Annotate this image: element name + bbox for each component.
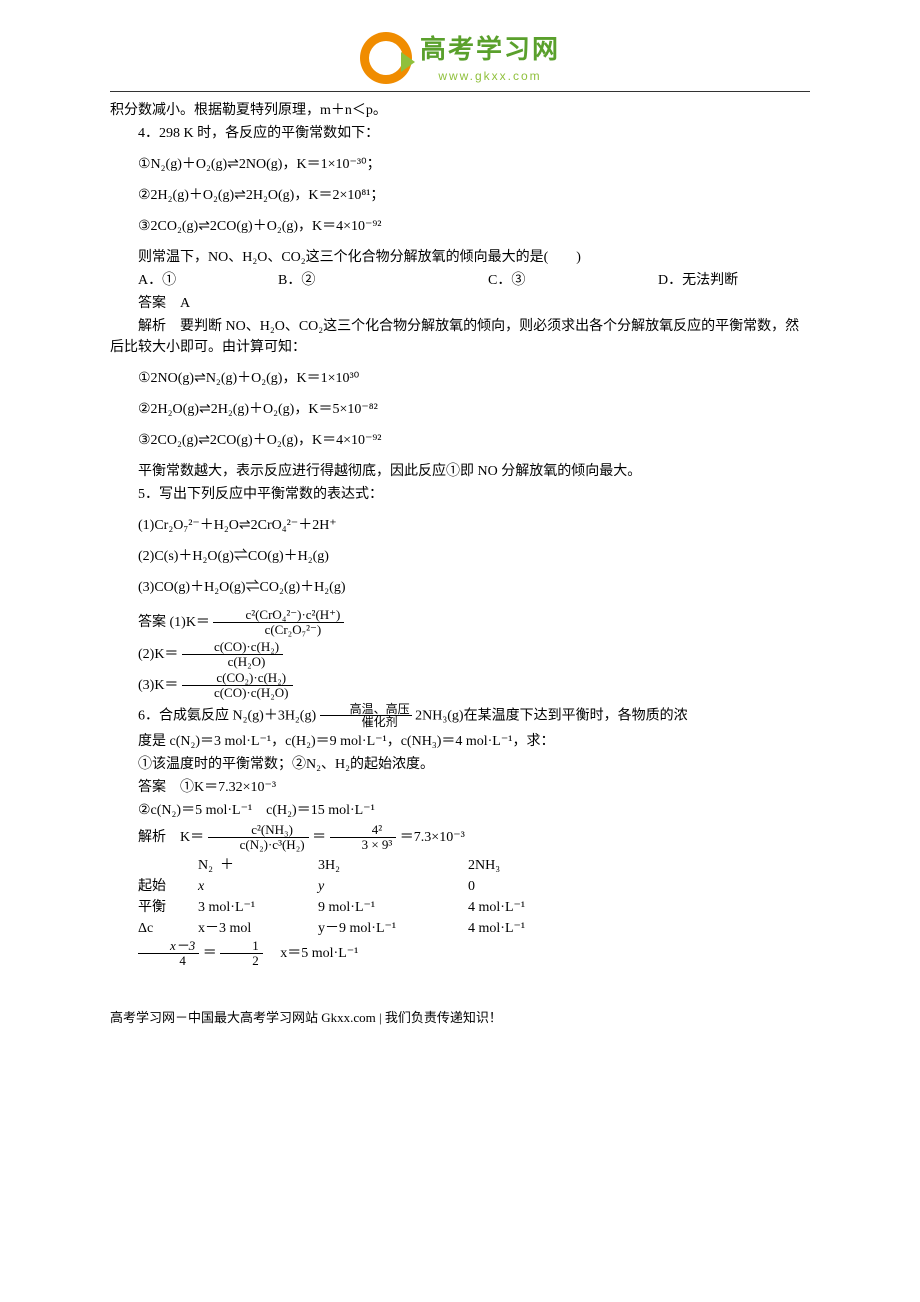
- q5-a1-frac: c²(CrO₄²⁻)·c²(H⁺) c(Cr₂O₇²⁻): [213, 608, 344, 638]
- header-logo-wrap: 高考学习网 www.gkxx.com: [110, 30, 810, 85]
- q5-answer-1: 答案 (1)K＝ c²(CrO₄²⁻)·c²(H⁺) c(Cr₂O₇²⁻): [110, 608, 810, 638]
- q5-answer-3: (3)K＝ c(CO₂)·c(H₂) c(CO)·c(H₂O): [110, 671, 810, 701]
- q4-d2: ②2H₂O(g)⇌2H₂(g)＋O₂(g)，K＝5×10⁻⁸²: [138, 399, 810, 420]
- q6-ans2: ②c(N₂)＝5 mol·L⁻¹ c(H₂)＝15 mol·L⁻¹: [110, 800, 810, 821]
- q6-expl-frac1: c²(NH₃) c(N₂)·c³(H₂): [208, 823, 309, 853]
- q6-r2c: 4 mol·L⁻¹: [468, 897, 628, 918]
- q6-stem-a: 6．合成氨反应 N₂(g)＋3H₂(g): [138, 708, 316, 723]
- q6-final-frac1: x－3 4: [138, 939, 199, 969]
- q5-a2-frac: c(CO)·c(H₂) c(H₂O): [182, 640, 283, 670]
- q4-d3: ③2CO₂(g)⇌2CO(g)＋O₂(g)，K＝4×10⁻⁹²: [138, 430, 810, 451]
- q4-opt-c: C．③: [488, 270, 658, 291]
- q6-row-delta: Δc x－3 mol y－9 mol·L⁻¹ 4 mol·L⁻¹: [138, 918, 810, 939]
- q6-table-header: N₂ ＋ 3H₂ 2NH₃: [138, 855, 810, 876]
- q5-a2-den: c(H₂O): [182, 655, 283, 669]
- q6-final-num2: 1: [220, 939, 263, 954]
- q6-final-frac2: 1 2: [220, 939, 263, 969]
- q4-conclusion: 平衡常数越大，表示反应进行得越彻底，因此反应①即 NO 分解放氧的倾向最大。: [110, 461, 810, 482]
- q5-r2: (2)C(s)＋H₂O(g)⇌CO(g)＋H₂(g): [138, 546, 810, 567]
- q6-expl-label: 解析 K＝: [138, 830, 204, 845]
- q5-answer-2: (2)K＝ c(CO)·c(H₂) c(H₂O): [110, 640, 810, 670]
- q6-expl-num1: c²(NH₃): [208, 823, 309, 838]
- q4-eq2: ②2H₂(g)＋O₂(g)⇌2H₂O(g)，K＝2×10⁸¹；: [138, 185, 810, 206]
- q6-r2b: 9 mol·L⁻¹: [318, 897, 468, 918]
- q4-explain: 解析 要判断 NO、H₂O、CO₂这三个化合物分解放氧的倾向，则必须求出各个分解…: [110, 316, 810, 358]
- q6-expl-frac2: 4² 3 × 9³: [330, 823, 397, 853]
- q6-stem-b: 2NH₃(g)在某温度下达到平衡时，各物质的浓: [415, 708, 687, 723]
- q4-eq3: ③2CO₂(g)⇌2CO(g)＋O₂(g)，K＝4×10⁻⁹²: [138, 216, 810, 237]
- q5-a3-frac: c(CO₂)·c(H₂) c(CO)·c(H₂O): [182, 671, 293, 701]
- q6-r3l: Δc: [138, 918, 198, 939]
- q6-r2a: 3 mol·L⁻¹: [198, 897, 318, 918]
- q6-condition: 高温、高压 催化剂: [320, 703, 412, 729]
- q6-expl-num2: 4²: [330, 823, 397, 838]
- q6-r3b: y－9 mol·L⁻¹: [318, 918, 468, 939]
- q6-r1b: y: [318, 876, 468, 897]
- carryover-line: 积分数减小。根据勒夏特列原理，m＋n＜p。: [110, 100, 810, 121]
- q4-options: A．① B．② C．③ D．无法判断: [138, 270, 810, 291]
- q4-stem-b: 则常温下，NO、H₂O、CO₂这三个化合物分解放氧的倾向最大的是( ): [110, 247, 810, 268]
- q6-stem-c: 度是 c(N₂)＝3 mol·L⁻¹，c(H₂)＝9 mol·L⁻¹，c(NH₃…: [110, 731, 810, 752]
- q6-stem-d: ①该温度时的平衡常数；②N₂、H₂的起始浓度。: [110, 754, 810, 775]
- q6-expl-tail: ＝7.3×10⁻³: [400, 830, 465, 845]
- q4-stem-a: 4．298 K 时，各反应的平衡常数如下：: [110, 123, 810, 144]
- q6-final-num1: x－3: [138, 939, 199, 954]
- q6-stem-line1: 6．合成氨反应 N₂(g)＋3H₂(g) 高温、高压 催化剂 2NH₃(g)在某…: [110, 703, 810, 729]
- logo-url: www.gkxx.com: [420, 67, 560, 85]
- q5-ans-label: 答案: [138, 615, 166, 630]
- q5-a2-num: c(CO)·c(H₂): [182, 640, 283, 655]
- q6-r1l: 起始: [138, 876, 198, 897]
- q6-h1: N₂ ＋: [198, 855, 318, 876]
- logo-title: 高考学习网: [420, 30, 560, 69]
- logo-text: 高考学习网 www.gkxx.com: [420, 30, 560, 85]
- page: 高考学习网 www.gkxx.com 积分数减小。根据勒夏特列原理，m＋n＜p。…: [0, 0, 920, 1048]
- q6-r3c: 4 mol·L⁻¹: [468, 918, 628, 939]
- q5-stem: 5．写出下列反应中平衡常数的表达式：: [110, 484, 810, 505]
- q4-opt-d: D．无法判断: [658, 270, 738, 291]
- q6-expl-den2: 3 × 9³: [330, 838, 397, 852]
- q5-a2-pre: (2)K＝: [138, 647, 178, 662]
- q5-a1-pre: (1)K＝: [170, 615, 210, 630]
- q6-explain-line: 解析 K＝ c²(NH₃) c(N₂)·c³(H₂) ＝ 4² 3 × 9³ ＝…: [110, 823, 810, 853]
- q6-row-eq: 平衡 3 mol·L⁻¹ 9 mol·L⁻¹ 4 mol·L⁻¹: [138, 897, 810, 918]
- q6-r1a: x: [198, 876, 318, 897]
- q5-a3-num: c(CO₂)·c(H₂): [182, 671, 293, 686]
- q6-h3: 2NH₃: [468, 855, 628, 876]
- q6-h2: 3H₂: [318, 855, 468, 876]
- q5-r3: (3)CO(g)＋H₂O(g)⇌CO₂(g)＋H₂(g): [138, 577, 810, 598]
- q4-opt-b: B．②: [278, 270, 488, 291]
- q6-ans1: 答案 ①K＝7.32×10⁻³: [110, 777, 810, 798]
- q6-final-tail: x＝5 mol·L⁻¹: [266, 946, 358, 961]
- page-footer: 高考学习网－中国最大高考学习网站 Gkxx.com | 我们负责传递知识！: [110, 1008, 810, 1028]
- q6-row-start: 起始 x y 0: [138, 876, 810, 897]
- q6-final-line: x－3 4 ＝ 1 2 x＝5 mol·L⁻¹: [110, 939, 810, 969]
- q5-a3-den: c(CO)·c(H₂O): [182, 686, 293, 700]
- q5-a1-num: c²(CrO₄²⁻)·c²(H⁺): [213, 608, 344, 623]
- q4-eq1: ①N₂(g)＋O₂(g)⇌2NO(g)，K＝1×10⁻³⁰；: [138, 154, 810, 175]
- q5-r1: (1)Cr₂O₇²⁻＋H₂O⇌2CrO₄²⁻＋2H⁺: [138, 515, 810, 536]
- q6-expl-den1: c(N₂)·c³(H₂): [208, 838, 309, 852]
- site-logo: 高考学习网 www.gkxx.com: [360, 30, 560, 85]
- logo-icon: [360, 32, 412, 84]
- header-divider: [110, 91, 810, 92]
- q4-d1: ①2NO(g)⇌N₂(g)＋O₂(g)，K＝1×10³⁰: [138, 368, 810, 389]
- q6-expl-eq1: ＝: [312, 830, 326, 845]
- q6-ice-table: N₂ ＋ 3H₂ 2NH₃ 起始 x y 0 平衡 3 mol·L⁻¹ 9 mo…: [138, 855, 810, 939]
- q6-r3a: x－3 mol: [198, 918, 318, 939]
- q6-r1c: 0: [468, 876, 628, 897]
- q5-a3-pre: (3)K＝: [138, 678, 178, 693]
- q4-answer: 答案 A: [110, 293, 810, 314]
- q6-r2l: 平衡: [138, 897, 198, 918]
- q6-final-den1: 4: [138, 954, 199, 968]
- q6-final-eq: ＝: [203, 946, 217, 961]
- q4-opt-a: A．①: [138, 270, 278, 291]
- q6-cond-bot: 催化剂: [320, 716, 412, 729]
- q6-final-den2: 2: [220, 954, 263, 968]
- q5-a1-den: c(Cr₂O₇²⁻): [213, 623, 344, 637]
